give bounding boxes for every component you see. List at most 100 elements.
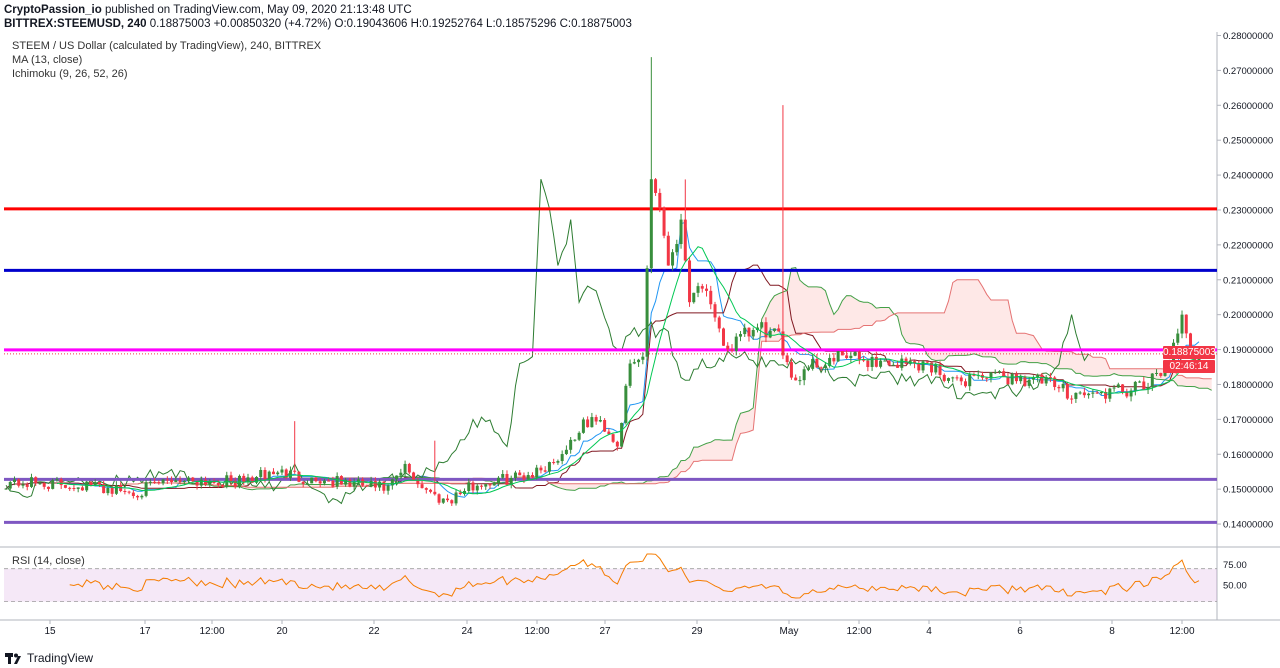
candle-body: [97, 482, 101, 485]
candle-body: [1184, 314, 1188, 334]
candle-body: [594, 417, 598, 422]
candle-body: [989, 372, 993, 379]
candle-body: [874, 356, 878, 367]
candle-body: [344, 479, 348, 485]
price-tick-label: 0.23000000: [1223, 205, 1273, 216]
candle-body: [29, 477, 33, 487]
candle-body: [993, 372, 997, 374]
time-tick-label: 6: [1017, 626, 1023, 637]
candle-body: [879, 360, 883, 367]
candle-body: [191, 477, 195, 482]
candle-body: [1048, 376, 1052, 378]
candle-body: [72, 488, 76, 490]
candle-body: [123, 491, 127, 493]
candle-body: [662, 208, 666, 236]
candle-body: [1159, 372, 1163, 376]
candle-body: [437, 494, 441, 503]
candle-body: [59, 479, 63, 486]
candle-body: [556, 461, 560, 463]
candle-body: [1150, 373, 1154, 388]
ichimoku-lead-a: [116, 267, 1212, 491]
candle-body: [106, 487, 110, 494]
candle-body: [12, 479, 16, 483]
candle-body: [560, 454, 564, 462]
candle-body: [153, 481, 157, 483]
candle-body: [89, 481, 93, 486]
candle-body: [178, 480, 182, 482]
candle-body: [849, 355, 853, 359]
candle-body: [666, 235, 670, 266]
candle-body: [696, 286, 700, 293]
candle-body: [586, 419, 590, 428]
candle-body: [717, 317, 721, 329]
rsi-legend: RSI (14, close): [12, 555, 85, 567]
candle-body: [68, 487, 72, 489]
candle-body: [1082, 392, 1086, 396]
tradingview-logo-icon: [5, 652, 21, 664]
candle-body: [310, 477, 314, 484]
candle-body: [938, 364, 942, 375]
candle-body: [624, 385, 628, 423]
candle-body: [1121, 384, 1125, 392]
candle-body: [819, 367, 823, 369]
candle-body: [658, 192, 662, 209]
price-tick-label: 0.16000000: [1223, 450, 1273, 461]
candle-body: [441, 498, 445, 503]
candle-body: [446, 498, 450, 501]
candle-body: [208, 481, 212, 485]
tradingview-logo[interactable]: TradingView: [5, 651, 93, 665]
candle-body: [802, 369, 806, 381]
price-tick-label: 0.15000000: [1223, 485, 1273, 496]
candle-body: [318, 481, 322, 484]
candle-body: [913, 361, 917, 364]
candle-body: [743, 327, 747, 335]
candle-body: [429, 489, 433, 492]
candle-body: [131, 492, 135, 496]
candle-body: [632, 362, 636, 364]
candle-body: [815, 358, 819, 368]
candle-body: [853, 351, 857, 356]
candle-body: [522, 475, 526, 480]
candle-body: [165, 479, 169, 481]
candle-body: [34, 477, 38, 484]
candle-body: [730, 349, 734, 351]
price-tick-label: 0.22000000: [1223, 240, 1273, 251]
author-name[interactable]: CryptoPassion_io: [4, 4, 102, 16]
candle-body: [1138, 381, 1142, 383]
candle-body: [17, 479, 21, 486]
time-tick-label: 4: [926, 626, 932, 637]
rsi-axis-label: 75.00: [1223, 560, 1247, 571]
publish-header: CryptoPassion_io published on TradingVie…: [4, 3, 412, 17]
candle-body: [25, 484, 29, 487]
ma-13-line: [56, 246, 1200, 495]
candle-body: [484, 484, 488, 487]
candle-body: [276, 472, 280, 475]
candle-body: [535, 467, 539, 478]
candle-body: [114, 485, 118, 494]
candle-body: [195, 481, 199, 486]
candle-body: [199, 479, 203, 486]
candle-body: [1112, 387, 1116, 389]
candle-body: [738, 334, 742, 337]
candle-body: [509, 477, 513, 485]
candle-body: [513, 472, 517, 478]
candle-body: [709, 290, 713, 305]
price-tick-label: 0.18000000: [1223, 380, 1273, 391]
candle-body: [1027, 379, 1031, 386]
candle-body: [174, 480, 178, 483]
candle-body: [127, 491, 131, 493]
candle-body: [543, 470, 547, 472]
candle-body: [645, 268, 649, 357]
candle-body: [777, 328, 781, 332]
price-tick-label: 0.17000000: [1223, 415, 1273, 426]
candle-body: [395, 475, 399, 480]
candle-body: [365, 485, 369, 487]
candle-body: [1176, 333, 1180, 343]
candle-body: [284, 469, 288, 478]
price-tick-label: 0.25000000: [1223, 136, 1273, 147]
candle-body: [382, 481, 386, 491]
candle-body: [832, 357, 836, 362]
candle-body: [38, 483, 42, 485]
candle-body: [110, 487, 114, 494]
